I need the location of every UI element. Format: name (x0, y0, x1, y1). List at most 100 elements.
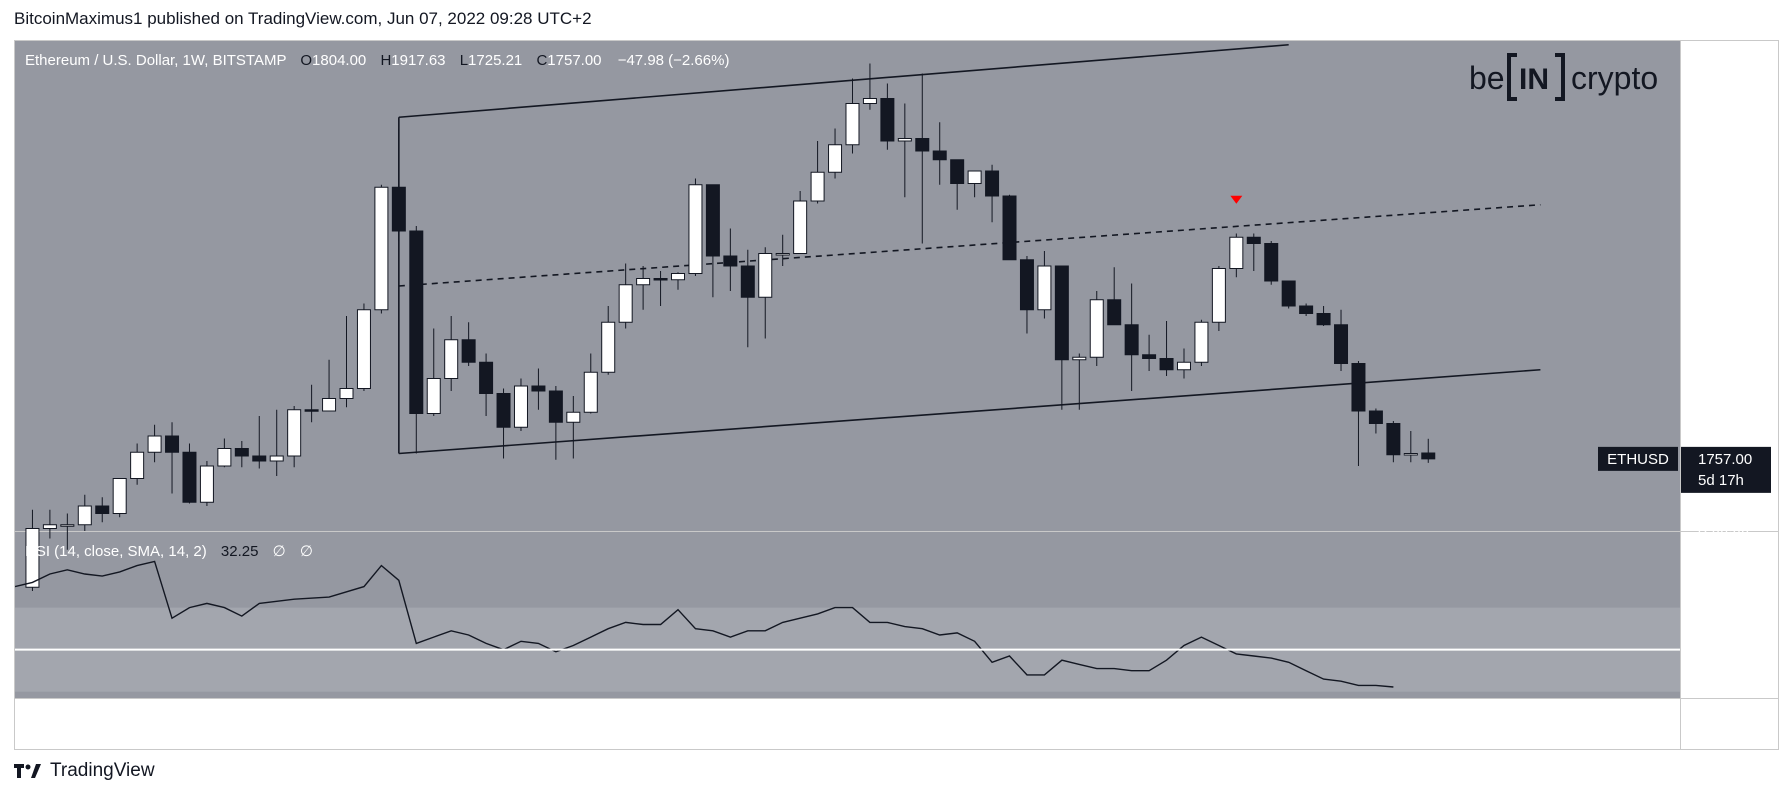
candle (217, 438, 232, 468)
candle-body (479, 361, 494, 394)
beincrypto-logo: be IN crypto (1469, 53, 1658, 101)
candle-body (1334, 324, 1349, 364)
legend-high: 1917.63 (391, 52, 445, 69)
rsi-tick-label: 80.00 (1695, 579, 1733, 596)
candle-body (409, 230, 424, 414)
candle (1386, 421, 1401, 463)
tradingview-logo-icon (14, 764, 41, 778)
price-tag-value-bg (1681, 446, 1771, 493)
candle-body (217, 448, 232, 467)
candle (740, 249, 755, 348)
candle (775, 234, 790, 266)
candle (950, 159, 965, 210)
candle (845, 78, 860, 154)
candle-body (636, 278, 651, 286)
candle-body (671, 273, 686, 281)
candle-body (356, 309, 371, 389)
legend-high-label: H (380, 52, 391, 69)
candle (1368, 408, 1383, 434)
candle-body (705, 184, 720, 257)
candle (374, 184, 389, 314)
candle-body (1194, 321, 1209, 363)
candle (1334, 309, 1349, 371)
candle-body (496, 393, 511, 428)
publisher-line: BitcoinMaximus1 published on TradingView… (14, 9, 592, 28)
candle-body (1054, 265, 1069, 361)
candle-body (77, 505, 92, 526)
candle (548, 386, 563, 460)
logo-bracket-left-bottom (1507, 97, 1517, 101)
candle-body (1299, 305, 1314, 314)
candle (810, 141, 825, 204)
logo-bracket-right (1561, 53, 1565, 101)
candle (304, 384, 319, 423)
candle-body (1386, 423, 1401, 456)
candle-body (1229, 236, 1244, 269)
candle (356, 303, 371, 391)
candle-body (1351, 363, 1366, 412)
rsi-legend-label: RSI (14, close, SMA, 14, 2) (25, 543, 207, 560)
candle-body (391, 186, 406, 232)
candle (1072, 353, 1087, 410)
candle-body (548, 390, 563, 423)
candle (147, 424, 162, 463)
logo-bracket-left-top (1507, 53, 1517, 57)
candle (1142, 334, 1157, 371)
price-tag-symbol-bg (1598, 446, 1678, 471)
candle-body (1421, 452, 1436, 460)
price-tick-label: 3600.00 (1695, 221, 1749, 238)
candle-body (513, 385, 528, 428)
time-tick-label: Mar (1086, 713, 1112, 730)
candle-body (1159, 358, 1174, 371)
time-tick-label: Sep (635, 713, 662, 730)
candle (60, 513, 75, 550)
candle (1159, 321, 1174, 376)
candle-body (566, 411, 581, 423)
candle-body (531, 385, 546, 392)
candle-body (618, 284, 633, 323)
rsi-line (15, 560, 1394, 688)
candle (42, 509, 57, 539)
price-tick-label: 4400.00 (1695, 121, 1749, 138)
price-tag-countdown: 5d 17h (1698, 472, 1744, 489)
candle (444, 316, 459, 391)
rsi-tick-label: 40.00 (1695, 663, 1733, 680)
candle-body (147, 435, 162, 453)
legend-open: 1804.00 (312, 52, 366, 69)
candle (583, 353, 598, 414)
candle (1299, 303, 1314, 316)
legend-change: −47.98 (−2.66%) (618, 52, 730, 69)
candle-body (1403, 453, 1418, 456)
candle (339, 316, 354, 408)
candle (1176, 348, 1191, 379)
candle (287, 406, 302, 468)
candle-body (985, 170, 1000, 197)
price-tick-label: 2800.00 (1695, 321, 1749, 338)
candle-body (199, 465, 214, 503)
candle (409, 226, 424, 454)
candle-body (740, 265, 755, 298)
time-tick-label: 2021 (26, 713, 59, 730)
candle (1054, 265, 1069, 410)
candle-body (583, 371, 598, 413)
annotation-layer (398, 43, 1541, 455)
candle (234, 441, 249, 468)
candle (165, 422, 180, 494)
candle (618, 263, 633, 329)
price-tag-symbol: ETHUSD (1607, 451, 1669, 468)
rsi-layer (15, 560, 1394, 688)
time-tick-label: Mar (177, 713, 203, 730)
logo-middle-text: IN (1519, 63, 1549, 96)
candle (1002, 194, 1017, 261)
candle-body (1316, 313, 1331, 326)
candle (391, 128, 406, 241)
candle-body (1368, 410, 1383, 424)
logo-bracket-right-bottom (1555, 97, 1565, 101)
candle-body (845, 103, 860, 146)
candle (25, 509, 40, 591)
candle-body (723, 255, 738, 267)
candle-body (653, 278, 668, 281)
candle-body (758, 253, 773, 298)
chart-svg[interactable]: 1200.00 2000.00 2800.00 3600.00 4400.00 USD 40… (15, 41, 1778, 749)
candle-body (897, 138, 912, 142)
